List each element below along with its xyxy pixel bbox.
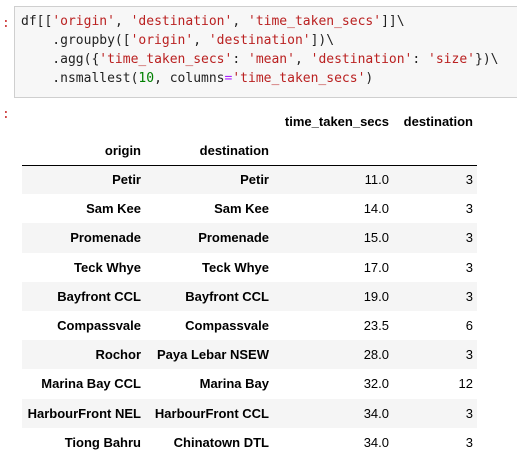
table-row: Sam Kee Sam Kee 14.0 3 [22, 194, 477, 223]
table-row: Bayfront CCL Bayfront CCL 19.0 3 [22, 281, 477, 311]
code-token: 10 [138, 71, 155, 86]
header-blank [393, 136, 477, 166]
code-token: , columns [154, 71, 225, 86]
dataframe-output-table: time_taken_secs destination origin desti… [22, 107, 477, 457]
code-line-4: .nsmallest(10, columns='time_taken_secs'… [21, 71, 373, 86]
cell-origin: Marina Bay CCL [41, 376, 141, 392]
header-blank [145, 107, 273, 136]
table-row: HarbourFront NEL HarbourFront CCL 34.0 3 [22, 398, 477, 428]
cell-destination-count: 3 [465, 434, 473, 450]
table-body: Petir Petir 11.0 3 Sam Kee Sam Kee 14.0 3 Promen… [22, 165, 477, 457]
input-prompt: : [2, 16, 10, 31]
cell-destination-count: 12 [458, 376, 473, 392]
column-header-time-taken-secs: time_taken_secs [284, 114, 389, 129]
column-header-row: time_taken_secs destination [22, 107, 477, 136]
cell-origin: HarbourFront NEL [27, 405, 141, 421]
cell-origin: Tiong Bahru [64, 434, 141, 450]
code-token: , [294, 52, 311, 67]
cell-time-taken-secs: 34.0 [363, 434, 389, 450]
cell-origin: Petir [112, 172, 141, 188]
cell-destination: Promenade [198, 230, 269, 246]
cell-destination: Compassvale [185, 318, 269, 334]
cell-destination: HarbourFront CCL [154, 405, 269, 421]
code-line-3: .agg({'time_taken_secs': 'mean', 'destin… [21, 52, 498, 67]
code-token: .agg({ [21, 52, 100, 67]
code-token: .groupby([ [21, 33, 131, 48]
cell-origin: Bayfront CCL [57, 288, 141, 304]
cell-origin: Teck Whye [74, 259, 141, 275]
code-token: ])\ [310, 33, 335, 48]
table-row: Marina Bay CCL Marina Bay 32.0 12 [22, 369, 477, 398]
cell-origin: Sam Kee [86, 201, 141, 217]
cell-destination-count: 3 [465, 172, 473, 188]
code-token: 'time_taken_secs' [248, 14, 382, 29]
cell-destination: Paya Lebar NSEW [157, 347, 269, 363]
cell-time-taken-secs: 19.0 [363, 288, 389, 304]
cell-time-taken-secs: 34.0 [363, 405, 389, 421]
code-token: ]]\ [381, 14, 405, 29]
code-token: 'origin' [52, 14, 115, 29]
code-token: })\ [475, 52, 499, 67]
cell-time-taken-secs: 28.0 [363, 347, 389, 363]
code-token: df[[ [21, 14, 53, 29]
code-line-2: .groupby(['origin', 'destination'])\ [21, 33, 334, 48]
code-token: 'destination' [310, 52, 413, 67]
cell-destination: Marina Bay [199, 376, 269, 392]
cell-destination: Bayfront CCL [185, 288, 269, 304]
cell-time-taken-secs: 23.5 [363, 318, 389, 334]
table-row: Rochor Paya Lebar NSEW 28.0 3 [22, 340, 477, 370]
code-token: ) [365, 71, 374, 86]
cell-destination-count: 3 [465, 259, 473, 275]
code-token: , [232, 14, 248, 29]
code-token: .nsmallest( [21, 71, 139, 86]
code-cell-editor[interactable]: df[['origin', 'destination', 'time_taken… [14, 6, 517, 98]
cell-destination-count: 3 [465, 288, 473, 304]
cell-destination-count: 3 [465, 347, 473, 363]
cell-destination-count: 3 [465, 201, 473, 217]
index-header-destination: destination [145, 136, 273, 166]
cell-origin: Rochor [95, 347, 142, 363]
code-token: 'mean' [248, 52, 295, 67]
cell-time-taken-secs: 32.0 [363, 376, 389, 392]
cell-time-taken-secs: 14.0 [363, 201, 389, 217]
code-token: 'time_taken_secs' [99, 52, 233, 67]
column-header-destination-count: destination [403, 114, 473, 129]
cell-time-taken-secs: 11.0 [364, 172, 389, 188]
code-token: 'size' [428, 52, 475, 67]
code-token: : [232, 52, 248, 67]
code-token: 'origin' [130, 33, 194, 48]
cell-destination: Sam Kee [214, 201, 269, 217]
table-row: Tiong Bahru Chinatown DTL 34.0 3 [22, 428, 477, 457]
code-token: 'time_taken_secs' [232, 71, 366, 86]
cell-time-taken-secs: 17.0 [363, 259, 389, 275]
code-token: = [224, 71, 233, 86]
code-token: , [114, 14, 131, 29]
table-row: Compassvale Compassvale 23.5 6 [22, 311, 477, 340]
cell-destination: Chinatown DTL [173, 434, 269, 450]
cell-origin: Compassvale [57, 318, 141, 334]
table-row: Promenade Promenade 15.0 3 [22, 223, 477, 253]
output-prompt: : [2, 107, 10, 122]
cell-destination-count: 6 [465, 318, 473, 334]
code-token: : [412, 52, 429, 67]
index-header-row: origin destination [22, 136, 477, 166]
code-token: 'destination' [208, 33, 311, 48]
code-line-1: df[['origin', 'destination', 'time_taken… [21, 14, 405, 29]
cell-time-taken-secs: 15.0 [363, 230, 389, 246]
header-blank [273, 136, 393, 166]
cell-destination: Teck Whye [202, 259, 269, 275]
cell-origin: Promenade [70, 230, 141, 246]
cell-destination-count: 3 [465, 405, 473, 421]
header-blank [22, 107, 145, 136]
table-row: Petir Petir 11.0 3 [22, 165, 477, 195]
cell-destination: Petir [240, 172, 269, 188]
cell-destination-count: 3 [465, 230, 473, 246]
table-row: Teck Whye Teck Whye 17.0 3 [22, 253, 477, 282]
code-token: 'destination' [130, 14, 233, 29]
index-header-origin: origin [22, 136, 145, 166]
code-token: , [193, 33, 209, 48]
